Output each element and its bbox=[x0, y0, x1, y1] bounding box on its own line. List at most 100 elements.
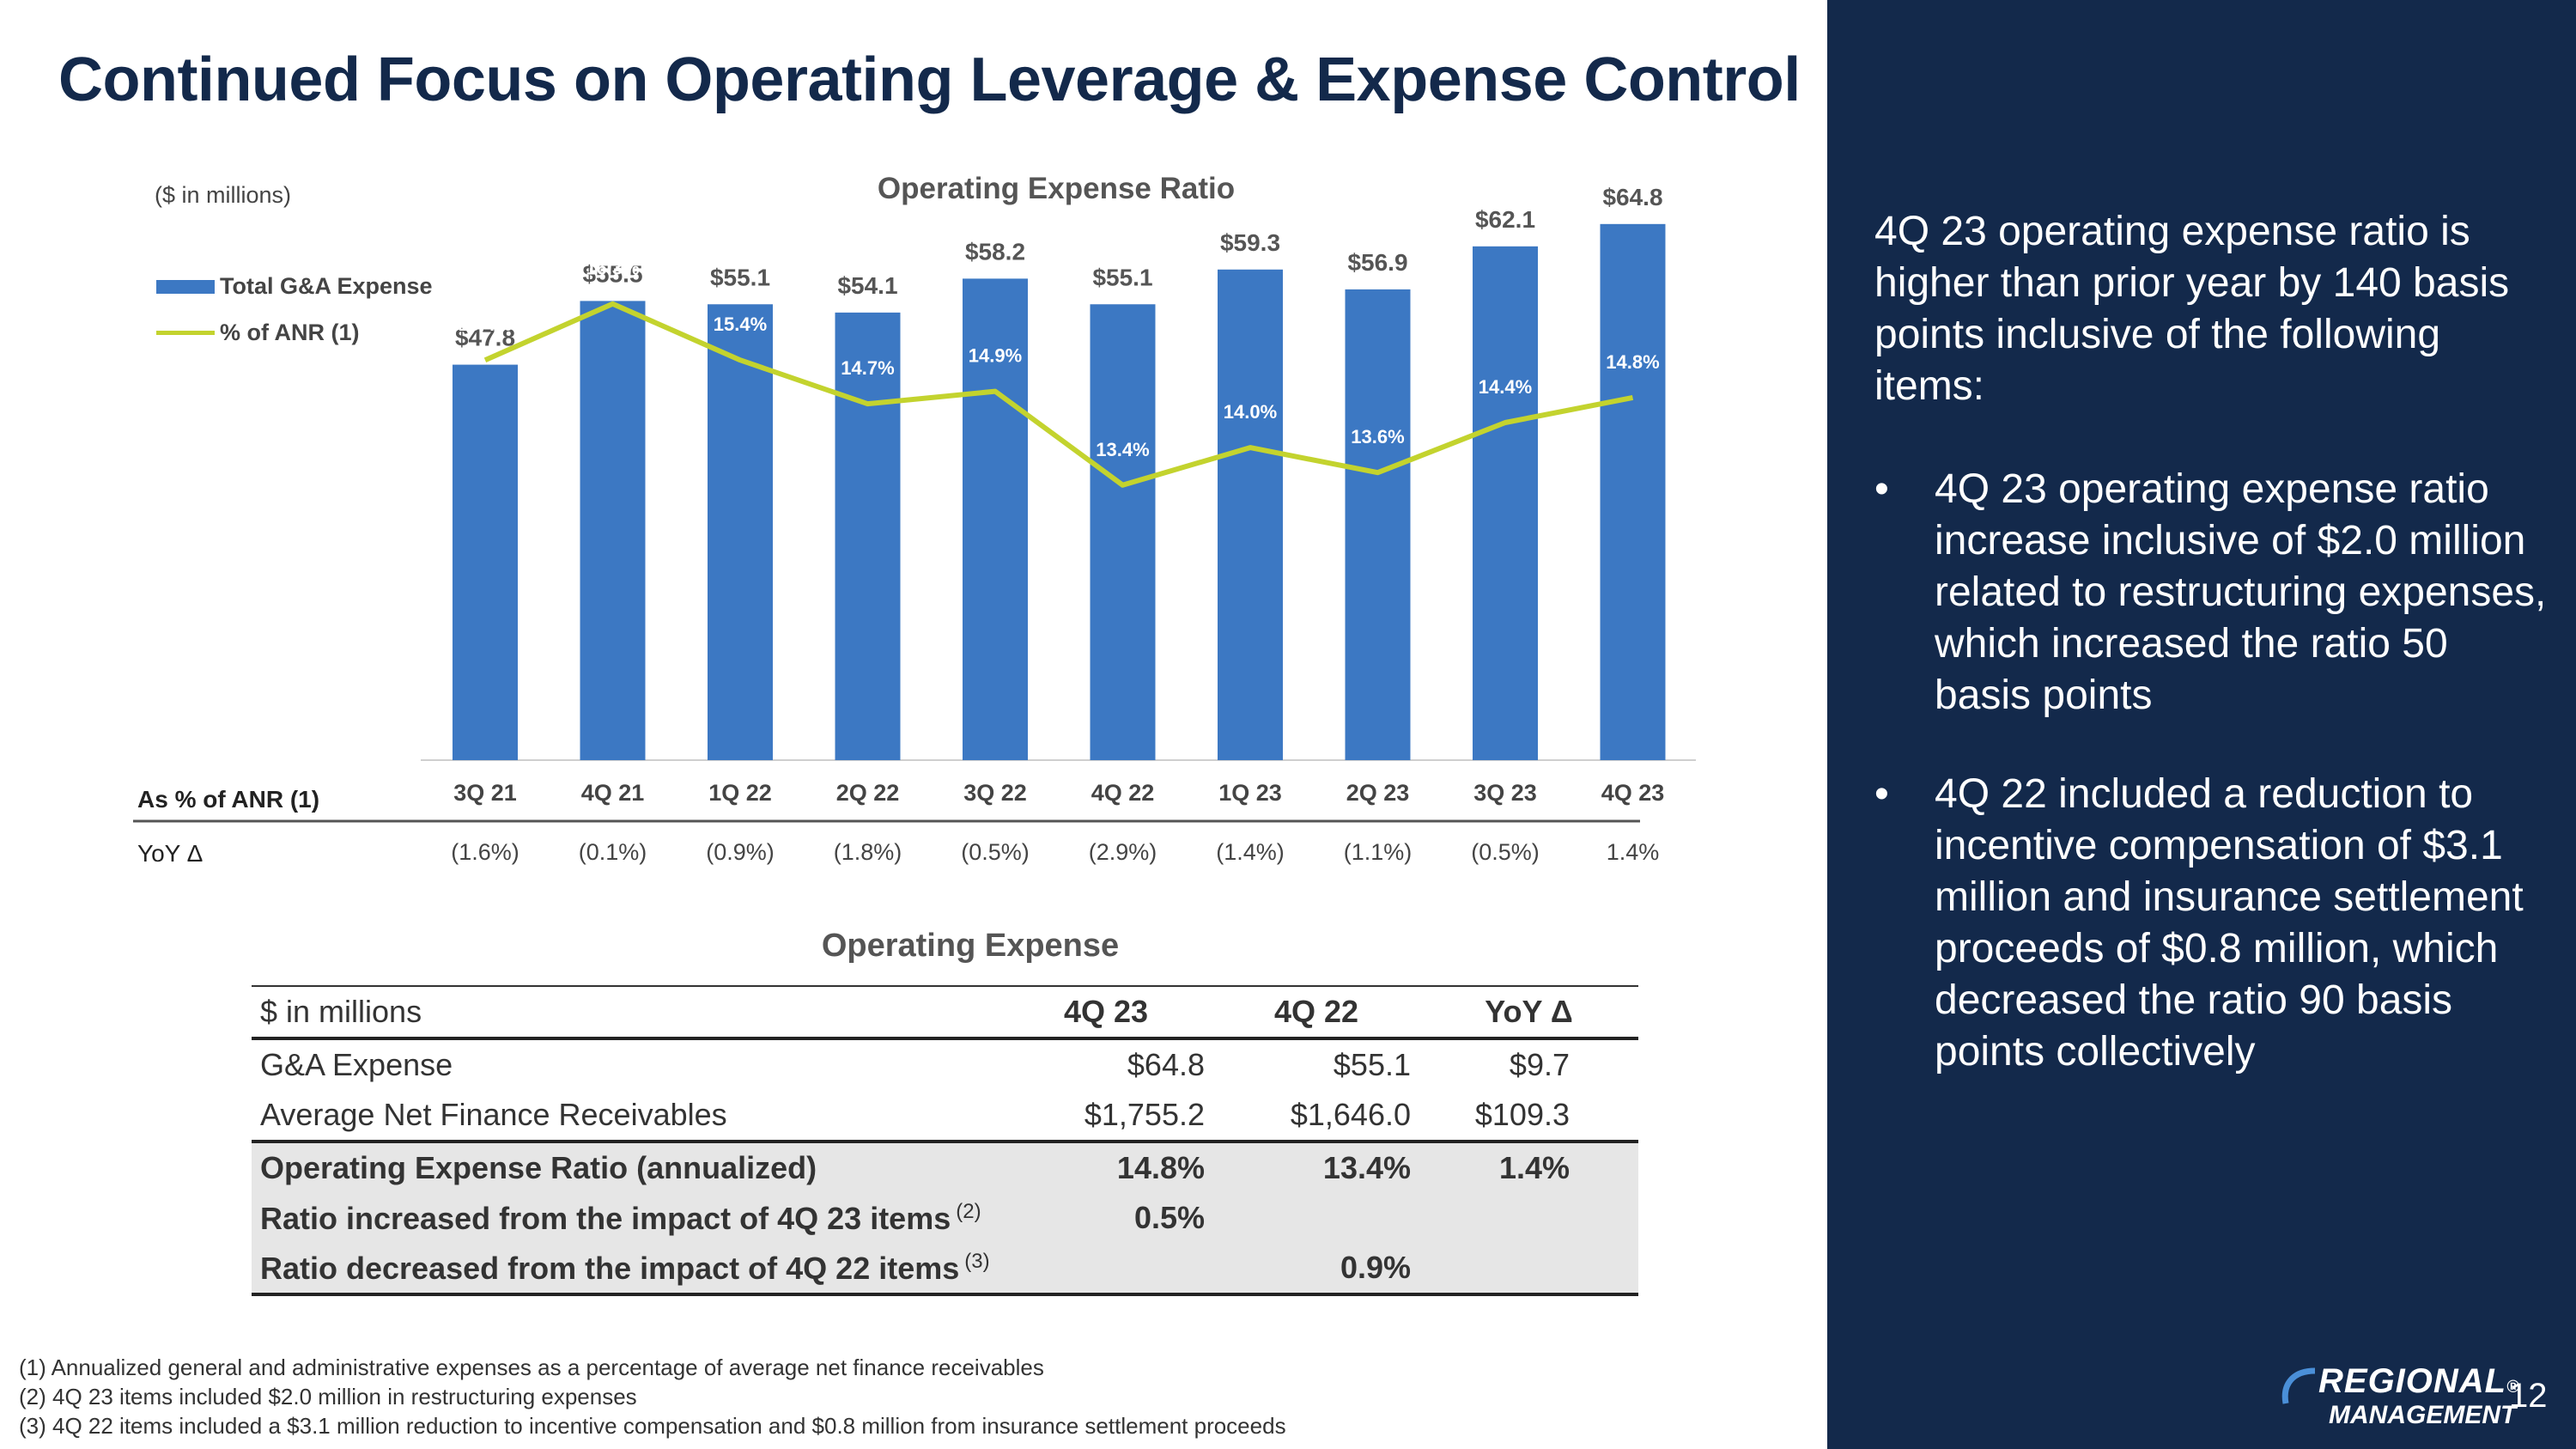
line-value-label: 13.4% bbox=[1096, 439, 1149, 460]
bar bbox=[708, 304, 773, 761]
bullet-dot: • bbox=[1874, 771, 1889, 817]
logo-mark-icon bbox=[2281, 1367, 2316, 1404]
yoy-value: (0.1%) bbox=[579, 839, 647, 865]
bar bbox=[1600, 223, 1666, 761]
footnote-ref-2: (2) bbox=[956, 1199, 981, 1223]
bar bbox=[580, 301, 646, 760]
yoy-value: 1.4% bbox=[1607, 839, 1660, 865]
bar-value-label: $55.5 bbox=[582, 260, 642, 287]
cell bbox=[1213, 1193, 1419, 1243]
bar bbox=[963, 278, 1028, 760]
bar-value-label: $62.1 bbox=[1475, 206, 1535, 233]
row-label-text: Ratio increased from the impact of 4Q 23… bbox=[260, 1200, 951, 1236]
bar-value-label: $64.8 bbox=[1602, 184, 1662, 210]
bar-value-label: $55.1 bbox=[710, 264, 770, 290]
bar bbox=[1090, 304, 1156, 761]
chart-title: Operating Expense Ratio bbox=[877, 172, 1236, 205]
cell: $109.3 bbox=[1474, 1097, 1570, 1132]
footnote-ref-3: (3) bbox=[964, 1249, 990, 1273]
line-value-label: 15.4% bbox=[714, 314, 767, 335]
bullet-text: 4Q 22 included a reduction to incentive … bbox=[1935, 771, 2524, 1075]
cell: 0.5% bbox=[999, 1193, 1213, 1243]
x-tick-label: 3Q 22 bbox=[963, 780, 1027, 806]
table-row: Ratio decreased from the impact of 4Q 22… bbox=[252, 1243, 1638, 1296]
yoy-row-label: YoY Δ bbox=[137, 840, 204, 867]
line-value-label: 14.9% bbox=[969, 345, 1022, 367]
row-label: G&A Expense bbox=[260, 1047, 453, 1082]
line-value-label: 14.0% bbox=[1224, 401, 1277, 423]
side-bullet-2: • 4Q 22 included a reduction to incentiv… bbox=[1874, 769, 2561, 1078]
x-tick-label: 2Q 22 bbox=[836, 780, 900, 806]
logo-line2: MANAGEMENT bbox=[2329, 1401, 2517, 1429]
yoy-value: (2.9%) bbox=[1089, 839, 1157, 865]
bar-value-label: $58.2 bbox=[965, 238, 1025, 265]
cell: 0.9% bbox=[1213, 1243, 1419, 1296]
line-value-label: 15.4% bbox=[459, 314, 512, 335]
footnote-2: (2) 4Q 23 items included $2.0 million in… bbox=[19, 1384, 637, 1409]
bar-value-label: $47.8 bbox=[455, 325, 515, 351]
table-row: Ratio increased from the impact of 4Q 23… bbox=[252, 1193, 1638, 1243]
cell: $1,646.0 bbox=[1290, 1097, 1411, 1132]
table-row: Average Net Finance Receivables $1,755.2… bbox=[252, 1090, 1638, 1142]
cell: $55.1 bbox=[1333, 1047, 1411, 1082]
cell: 14.8% bbox=[999, 1140, 1213, 1193]
legend-line-label: % of ANR (1) bbox=[220, 320, 360, 345]
cell: 13.4% bbox=[1213, 1140, 1419, 1193]
logo-line1: REGIONAL bbox=[2318, 1362, 2507, 1400]
cell: $1,755.2 bbox=[1084, 1097, 1205, 1132]
line-value-label: 14.7% bbox=[841, 357, 894, 379]
legend-bar: Total G&A Expense bbox=[156, 273, 433, 300]
table-row: Operating Expense Ratio (annualized) 14.… bbox=[252, 1140, 1638, 1193]
x-tick-label: 4Q 22 bbox=[1091, 780, 1155, 806]
bar-value-label: $54.1 bbox=[837, 272, 897, 299]
company-logo: REGIONAL® MANAGEMENT bbox=[2284, 1364, 2520, 1429]
table-title: Operating Expense bbox=[821, 928, 1120, 964]
bar bbox=[835, 312, 901, 760]
yoy-value: (1.4%) bbox=[1216, 839, 1285, 865]
legend-bar-label: Total G&A Expense bbox=[220, 273, 433, 299]
cell bbox=[999, 1243, 1213, 1296]
x-tick-label: 2Q 23 bbox=[1346, 780, 1410, 806]
yoy-value: (1.1%) bbox=[1344, 839, 1413, 865]
legend-line-swatch bbox=[156, 331, 215, 335]
cell: 1.4% bbox=[1419, 1140, 1638, 1193]
bar bbox=[1473, 246, 1538, 760]
footnote-3: (3) 4Q 22 items included a $3.1 million … bbox=[19, 1413, 1286, 1439]
bar-value-label: $56.9 bbox=[1347, 249, 1407, 276]
legend-line: % of ANR (1) bbox=[156, 320, 360, 346]
line-value-label: 16.3% bbox=[586, 258, 639, 279]
x-tick-label: 1Q 22 bbox=[708, 780, 772, 806]
table-header-row: $ in millions 4Q 23 4Q 22 YoY Δ bbox=[252, 986, 1638, 1038]
yoy-value: (1.6%) bbox=[451, 839, 519, 865]
cell bbox=[1419, 1193, 1638, 1243]
header-yoy: YoY Δ bbox=[1485, 994, 1573, 1029]
x-tick-label: 3Q 23 bbox=[1473, 780, 1537, 806]
row-label: Average Net Finance Receivables bbox=[260, 1097, 727, 1132]
line-value-label: 14.8% bbox=[1606, 351, 1659, 373]
row-label-text: Ratio decreased from the impact of 4Q 22… bbox=[260, 1250, 960, 1286]
yoy-value: (0.5%) bbox=[1471, 839, 1540, 865]
footnote-1: (1) Annualized general and administrativ… bbox=[19, 1355, 1044, 1380]
row-label: Operating Expense Ratio (annualized) bbox=[252, 1140, 999, 1193]
bar bbox=[1345, 289, 1411, 760]
page-title: Continued Focus on Operating Leverage & … bbox=[58, 46, 1801, 114]
side-bullet-1: • 4Q 23 operating expense ratio increase… bbox=[1874, 464, 2561, 721]
cell: $9.7 bbox=[1509, 1047, 1570, 1082]
logo-registered: ® bbox=[2506, 1378, 2520, 1397]
bar bbox=[1218, 269, 1283, 760]
yoy-value: (0.9%) bbox=[706, 839, 775, 865]
table-row: G&A Expense $64.8 $55.1 $9.7 bbox=[252, 1038, 1638, 1090]
x-tick-label: 4Q 23 bbox=[1601, 780, 1665, 806]
line-value-label: 14.4% bbox=[1479, 376, 1532, 398]
page-number: 12 bbox=[2509, 1377, 2548, 1415]
bullet-text: 4Q 23 operating expense ratio increase i… bbox=[1935, 466, 2547, 718]
side-intro: 4Q 23 operating expense ratio is higher … bbox=[1874, 209, 2510, 409]
footnotes: (1) Annualized general and administrativ… bbox=[19, 1353, 1286, 1440]
header-label: $ in millions bbox=[260, 994, 422, 1029]
cell: $64.8 bbox=[1127, 1047, 1205, 1082]
line-value-label: 13.6% bbox=[1351, 426, 1404, 447]
yoy-value: (1.8%) bbox=[834, 839, 902, 865]
anr-line bbox=[483, 301, 1634, 488]
header-4q23: 4Q 23 bbox=[1063, 994, 1149, 1029]
bullet-dot: • bbox=[1874, 466, 1889, 512]
